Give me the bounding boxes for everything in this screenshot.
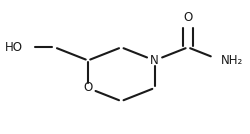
Text: N: N [150, 54, 159, 67]
Text: HO: HO [4, 41, 22, 54]
Text: O: O [183, 11, 192, 24]
Text: NH₂: NH₂ [221, 54, 244, 67]
Text: O: O [83, 81, 92, 94]
